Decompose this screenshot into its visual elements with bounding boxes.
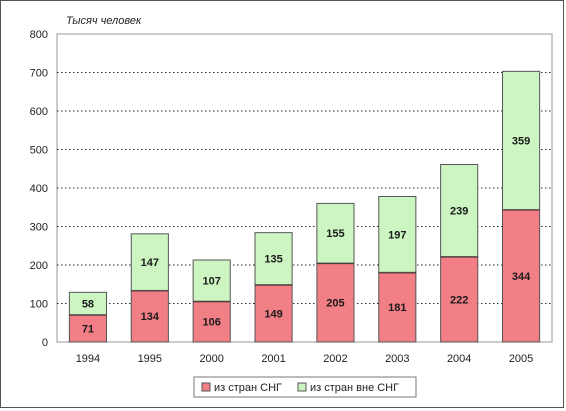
- data-label: 205: [326, 298, 344, 310]
- bar-segment: [316, 202, 355, 264]
- x-tick-label: 1995: [138, 353, 162, 365]
- bar-segment: [316, 262, 355, 343]
- data-label: 359: [512, 135, 530, 147]
- data-label: 155: [326, 228, 344, 240]
- y-tick-label: 300: [30, 222, 48, 234]
- x-tick-label: 2003: [385, 353, 409, 365]
- x-tick-label: 2000: [199, 353, 223, 365]
- x-tick-label: 2005: [509, 353, 533, 365]
- bar-segment: [254, 232, 293, 286]
- bar-segment: [378, 195, 417, 273]
- data-label: 147: [141, 257, 159, 269]
- bar-segment: [130, 289, 169, 343]
- y-unit-label: Тысяч человек: [66, 15, 142, 27]
- bar-segment: [440, 164, 479, 258]
- bar-segment: [254, 284, 293, 343]
- data-label: 107: [203, 276, 221, 288]
- x-tick-label: 1994: [76, 353, 100, 365]
- data-label: 197: [388, 229, 406, 241]
- x-tick-label: 2004: [447, 353, 471, 365]
- legend: из стран СНГ из стран вне СНГ: [193, 376, 417, 398]
- y-tick-label: 0: [42, 337, 48, 349]
- y-tick-label: 200: [30, 260, 48, 272]
- y-tick-label: 800: [30, 29, 48, 41]
- bar-segment: [440, 256, 479, 343]
- data-label: 149: [264, 308, 282, 320]
- bar-segment: [378, 271, 417, 343]
- axis-ticks: 0 100 200 300 400 500 600 700 800 1994 1995 2000 200…: [30, 29, 534, 365]
- legend-label: из стран СНГ: [214, 382, 282, 394]
- y-tick-label: 400: [30, 183, 48, 195]
- legend-swatch: [201, 382, 211, 392]
- data-label: 344: [512, 271, 531, 283]
- x-tick-label: 2002: [323, 353, 347, 365]
- data-label: 135: [264, 254, 282, 266]
- bars: 71 58 134 147 106 107 149 135 205 155 181 197 222 239…: [68, 70, 541, 343]
- x-tick-label: 2001: [261, 353, 285, 365]
- data-label: 239: [450, 206, 468, 218]
- data-label: 71: [82, 323, 94, 335]
- legend-label: из стран вне СНГ: [310, 382, 399, 394]
- data-label: 222: [450, 294, 468, 306]
- data-label: 106: [203, 317, 221, 329]
- legend-swatch: [297, 382, 307, 392]
- y-tick-label: 100: [30, 299, 48, 311]
- bar-segment: [68, 291, 107, 316]
- data-label: 134: [141, 311, 160, 323]
- bar-segment: [68, 314, 107, 343]
- bar-segment: [130, 233, 169, 291]
- y-tick-label: 600: [30, 106, 48, 118]
- bar-segment: [192, 259, 231, 302]
- y-tick-label: 500: [30, 145, 48, 157]
- y-tick-label: 700: [30, 68, 48, 80]
- bar-segment: [192, 300, 231, 343]
- data-label: 181: [388, 302, 406, 314]
- data-label: 58: [82, 299, 94, 311]
- bar-segment: [502, 70, 541, 211]
